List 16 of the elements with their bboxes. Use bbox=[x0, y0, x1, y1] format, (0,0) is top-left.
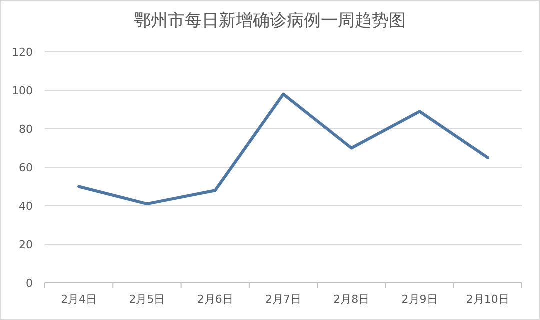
y-tick-label: 80 bbox=[19, 122, 33, 136]
x-tick-label: 2月9日 bbox=[402, 293, 438, 306]
y-tick-label: 0 bbox=[26, 276, 33, 290]
line-series bbox=[78, 92, 490, 206]
x-tick-label: 2月7日 bbox=[266, 293, 302, 306]
x-tick-label: 2月10日 bbox=[466, 293, 510, 306]
y-tick-label: 20 bbox=[19, 238, 33, 252]
x-tick-label: 2月4日 bbox=[61, 293, 98, 306]
y-tick-label: 40 bbox=[19, 200, 33, 213]
y-tick-label: 100 bbox=[12, 84, 33, 98]
x-tick-label: 2月5日 bbox=[129, 293, 166, 306]
y-tick-label: 120 bbox=[12, 46, 33, 59]
chart-title: 鄂州市每日新增确诊病例一周趋势图 bbox=[134, 11, 406, 31]
x-tick-label: 2月6日 bbox=[197, 293, 234, 306]
x-tick-label: 2月8日 bbox=[334, 293, 370, 306]
y-tick-label: 60 bbox=[19, 161, 33, 174]
